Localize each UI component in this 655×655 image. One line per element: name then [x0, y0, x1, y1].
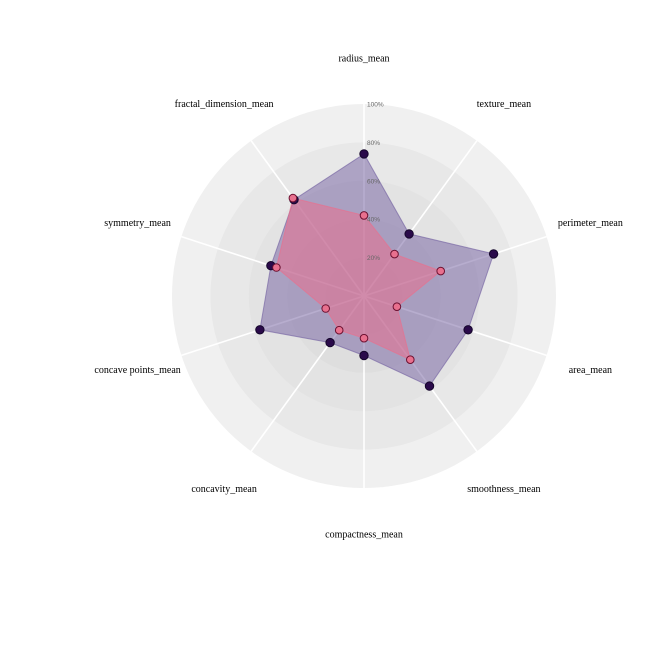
tick-label-60: 60%: [367, 178, 380, 185]
series-0-point-0: [359, 149, 369, 159]
series-1-point-0: [359, 211, 369, 220]
series-1-point-1: [390, 249, 399, 259]
axis-label-radius-mean: radius_mean: [338, 54, 389, 65]
series-1-point-9: [288, 193, 298, 203]
series-1-point-7: [321, 304, 331, 313]
series-0-point-4: [424, 381, 435, 391]
axis-label-perimeter-mean: perimeter_mean: [558, 218, 623, 229]
series-0-point-2: [488, 249, 499, 259]
series-1-point-6: [334, 325, 344, 335]
axis-label-texture-mean: texture_mean: [477, 99, 531, 110]
series-0-point-5: [359, 350, 369, 361]
series-0-point-3: [463, 325, 473, 335]
axis-label-compactness-mean: compactness_mean: [325, 530, 403, 541]
axis-label-area-mean: area_mean: [569, 365, 612, 376]
series-0-point-6: [325, 337, 335, 348]
axis-label-smoothness-mean: smoothness_mean: [467, 484, 540, 495]
series-0-point-1: [404, 229, 414, 239]
tick-label-40: 40%: [367, 217, 380, 224]
axis-label-concavity-mean: concavity_mean: [191, 484, 257, 495]
radial-tick-labels: 20% 40% 60% 80% 100%: [367, 102, 384, 263]
series-1-point-5: [359, 333, 369, 343]
axis-labels: radius_mean texture_mean perimeter_meanare…: [94, 54, 622, 541]
axis-label-symmetry-mean: symmetry_mean: [104, 218, 171, 229]
series-points: [255, 149, 499, 391]
series-1-point-2: [436, 266, 446, 276]
tick-label-100: 100%: [367, 102, 384, 109]
series-1-point-4: [406, 355, 415, 365]
axis-label-fractal-dimension-mean: fractal_dimension_mean: [175, 99, 274, 110]
tick-label-80: 80%: [367, 140, 380, 147]
series-1-point-3: [392, 302, 402, 312]
axis-label-concave-points-mean: concave points_mean: [94, 365, 180, 376]
series-0-point-7: [255, 325, 265, 335]
tick-label-20: 20%: [367, 255, 380, 262]
series-1-point-8: [272, 263, 281, 272]
